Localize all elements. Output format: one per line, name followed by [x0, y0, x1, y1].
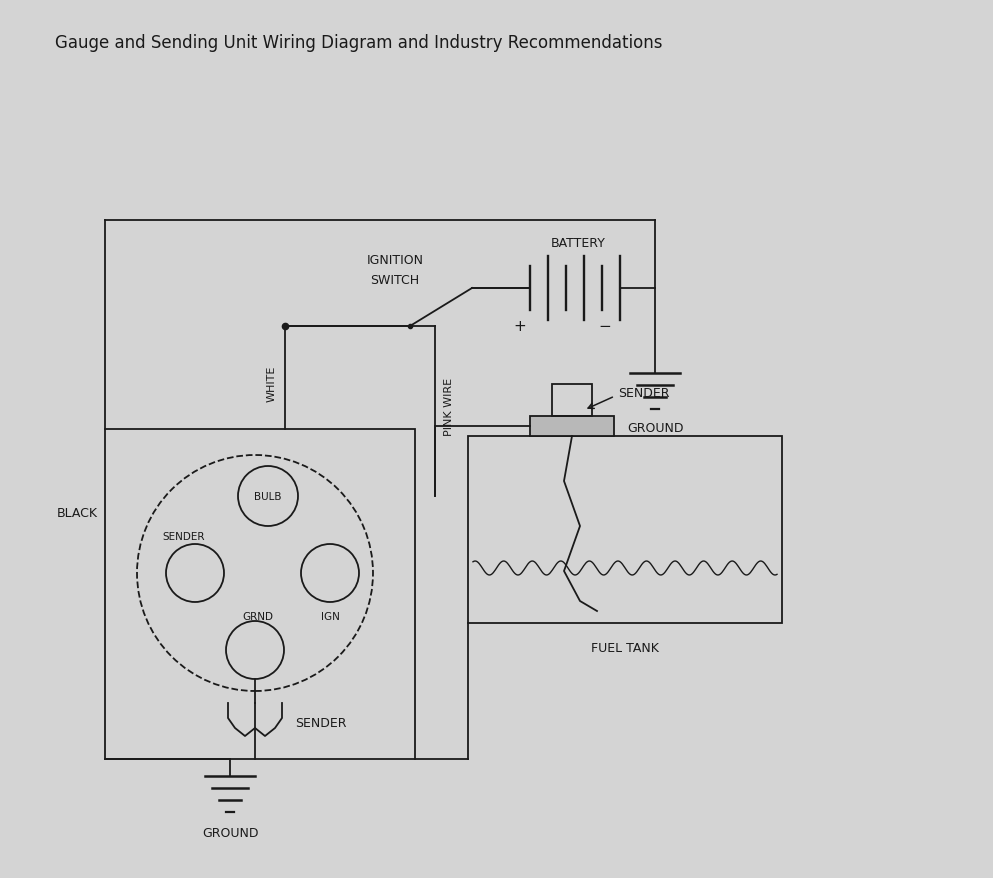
- Bar: [552, 385, 592, 416]
- Text: GROUND: GROUND: [627, 422, 683, 435]
- Text: GRND: GRND: [242, 611, 273, 622]
- Text: SENDER: SENDER: [162, 531, 205, 542]
- Text: FUEL TANK: FUEL TANK: [591, 641, 659, 654]
- Text: IGN: IGN: [321, 611, 340, 622]
- Text: GROUND: GROUND: [202, 826, 258, 839]
- Bar: [468, 436, 782, 623]
- Text: +: +: [513, 319, 526, 335]
- Text: SENDER: SENDER: [618, 387, 669, 400]
- Bar: [530, 416, 614, 436]
- Text: IGNITION: IGNITION: [366, 255, 423, 267]
- Text: BLACK: BLACK: [57, 507, 98, 520]
- Text: BATTERY: BATTERY: [550, 237, 606, 250]
- Text: PINK WIRE: PINK WIRE: [444, 378, 454, 435]
- Bar: [105, 429, 415, 759]
- Text: −: −: [599, 319, 612, 335]
- Text: SWITCH: SWITCH: [370, 274, 420, 287]
- Text: SENDER: SENDER: [295, 716, 347, 730]
- Text: BULB: BULB: [254, 492, 282, 501]
- Text: Gauge and Sending Unit Wiring Diagram and Industry Recommendations: Gauge and Sending Unit Wiring Diagram an…: [55, 34, 662, 52]
- Text: WHITE: WHITE: [267, 365, 277, 402]
